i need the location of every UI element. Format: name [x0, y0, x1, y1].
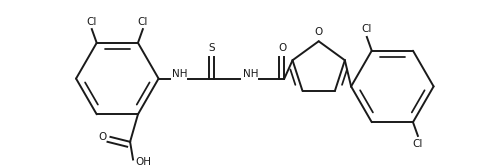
Text: S: S: [208, 43, 215, 53]
Text: Cl: Cl: [138, 17, 148, 27]
Text: O: O: [98, 132, 107, 142]
Text: Cl: Cl: [87, 17, 97, 27]
Text: OH: OH: [136, 157, 152, 167]
Text: NH: NH: [243, 69, 259, 79]
Text: Cl: Cl: [362, 24, 372, 34]
Text: NH: NH: [172, 69, 188, 79]
Text: Cl: Cl: [413, 139, 423, 149]
Text: O: O: [278, 43, 286, 53]
Text: O: O: [314, 27, 323, 37]
